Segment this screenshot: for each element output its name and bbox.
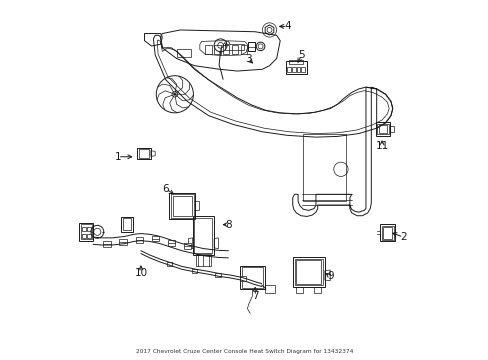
Bar: [166, 262, 172, 266]
Bar: [381, 226, 393, 240]
Bar: [296, 67, 300, 72]
Bar: [137, 148, 151, 159]
Bar: [296, 260, 321, 284]
Bar: [81, 224, 91, 239]
Bar: [82, 227, 85, 231]
Bar: [80, 223, 93, 241]
Bar: [287, 67, 290, 72]
Bar: [291, 67, 295, 72]
Text: 11: 11: [375, 141, 388, 151]
Bar: [241, 45, 247, 54]
Bar: [214, 273, 220, 277]
Text: 1: 1: [114, 152, 121, 162]
Bar: [241, 267, 263, 288]
Bar: [171, 194, 193, 218]
Bar: [191, 269, 197, 273]
Bar: [194, 217, 212, 253]
Bar: [151, 236, 159, 242]
Bar: [382, 227, 391, 239]
Bar: [264, 285, 275, 293]
Text: 2: 2: [399, 232, 406, 242]
Bar: [288, 60, 303, 64]
Bar: [183, 243, 190, 249]
Bar: [122, 218, 131, 230]
Bar: [82, 234, 85, 238]
Bar: [292, 257, 324, 287]
Bar: [214, 45, 220, 54]
Bar: [195, 202, 199, 210]
Bar: [176, 49, 190, 57]
Bar: [196, 254, 210, 266]
Bar: [167, 240, 175, 246]
Bar: [247, 42, 254, 51]
Bar: [121, 217, 132, 232]
Bar: [87, 234, 90, 238]
Bar: [378, 125, 386, 133]
Bar: [377, 123, 388, 134]
Text: 3: 3: [244, 54, 251, 64]
Bar: [240, 276, 245, 281]
Text: 4: 4: [284, 21, 290, 31]
Bar: [103, 242, 110, 247]
Text: 10: 10: [134, 268, 147, 278]
Bar: [169, 193, 195, 219]
Bar: [285, 61, 306, 74]
Bar: [173, 196, 191, 216]
Bar: [294, 258, 323, 285]
Bar: [119, 239, 126, 245]
Text: 6: 6: [163, 184, 169, 194]
Bar: [380, 224, 394, 242]
Bar: [224, 44, 244, 50]
Bar: [223, 45, 229, 54]
Bar: [375, 122, 389, 136]
Bar: [231, 45, 238, 54]
Bar: [192, 216, 214, 255]
Text: 7: 7: [251, 291, 258, 301]
Text: 8: 8: [224, 220, 231, 230]
Bar: [240, 266, 264, 289]
Text: 9: 9: [326, 271, 333, 282]
Text: 2017 Chevrolet Cruze Center Console Heat Switch Diagram for 13432374: 2017 Chevrolet Cruze Center Console Heat…: [136, 349, 352, 354]
Bar: [135, 237, 142, 243]
Bar: [205, 45, 211, 54]
Bar: [87, 227, 90, 231]
Text: 5: 5: [298, 50, 305, 60]
Bar: [301, 67, 304, 72]
Bar: [139, 149, 149, 158]
Bar: [303, 134, 346, 202]
